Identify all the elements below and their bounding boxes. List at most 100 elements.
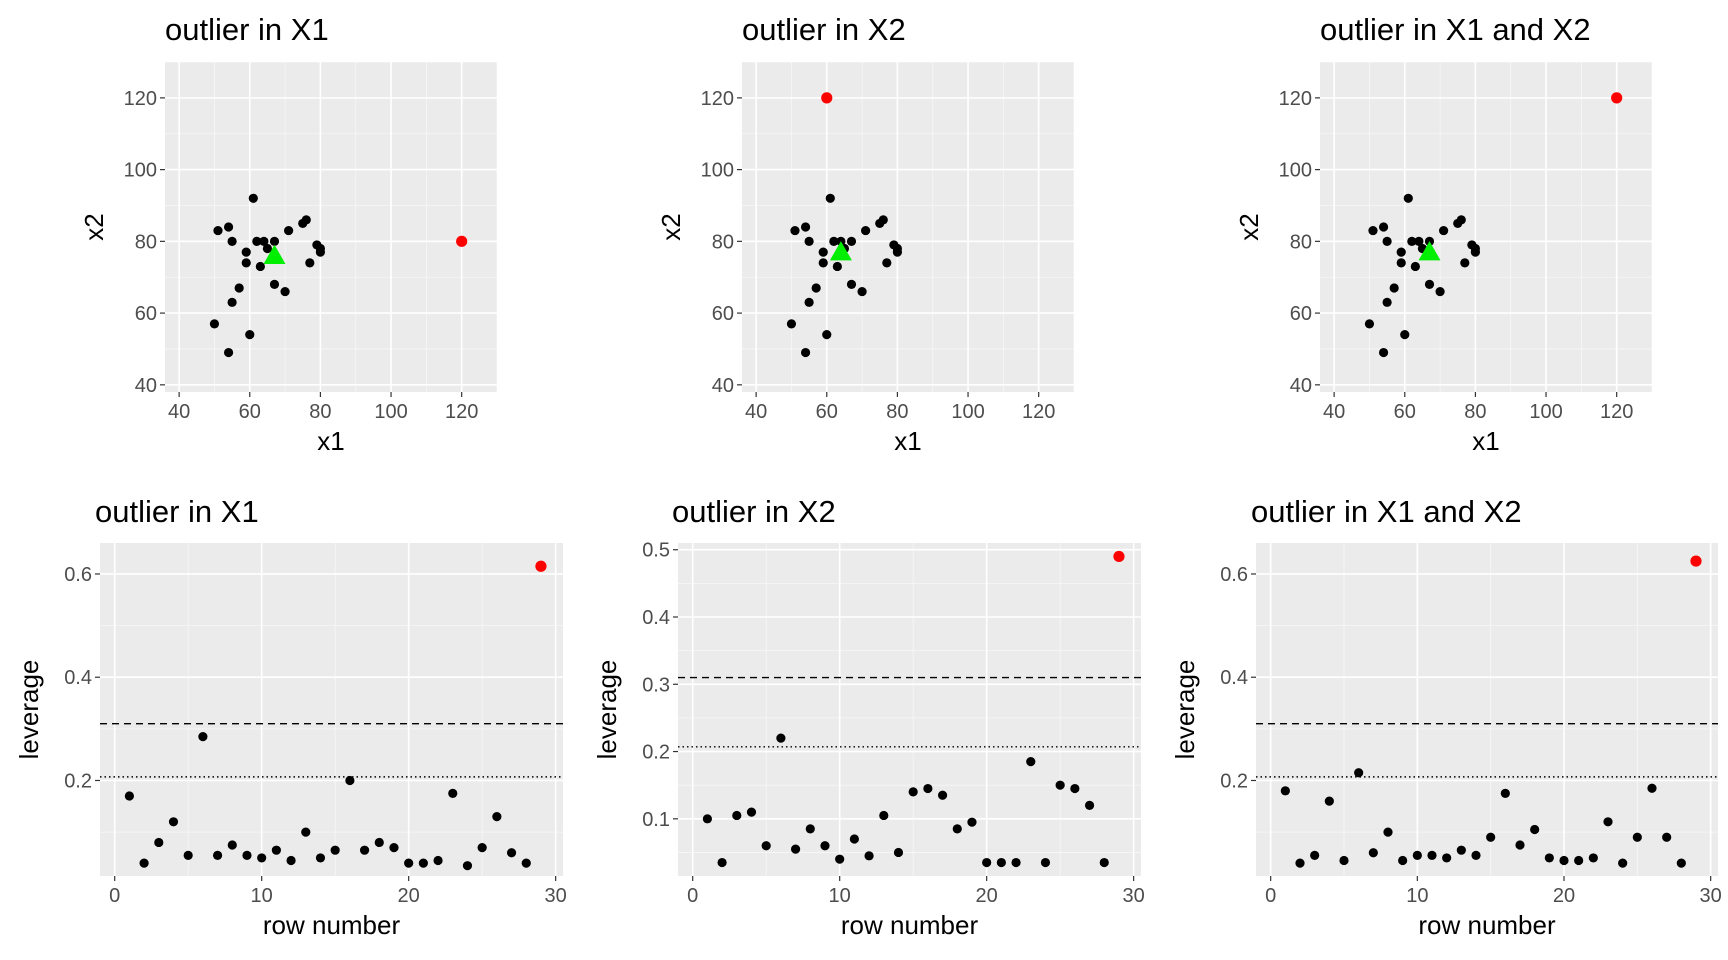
- panel-5-tick-label-x: 20: [976, 885, 998, 907]
- panel-5-tick-label-y: 0.5: [642, 540, 670, 562]
- panel-2-tick-label-y: 60: [712, 303, 734, 325]
- panel-6-data-point: [1427, 850, 1437, 860]
- panel-5-data-point: [1011, 857, 1021, 868]
- panel-4-tick-label-x: 20: [398, 885, 420, 907]
- panel-4-title: outlier in X1: [95, 494, 259, 529]
- panel-5-data-point: [923, 783, 933, 794]
- panel-1-data-point: [248, 193, 258, 203]
- panel-2-y-axis-title: x2: [656, 213, 686, 240]
- panel-5-data-point: [790, 844, 801, 854]
- panel-4-tick-label-y: 0.4: [64, 667, 92, 689]
- panel-2-data-point: [829, 236, 839, 246]
- panel-5-tick-label-x: 10: [829, 885, 851, 907]
- panel-5-data-point: [1040, 857, 1051, 868]
- panel-3-tick-label-y: 60: [1290, 303, 1312, 325]
- panel-6-data-point: [1280, 786, 1290, 796]
- panel-4-outlier-point: [535, 560, 547, 572]
- panel-1-data-point: [241, 258, 251, 268]
- panel-3-centroid-marker: [1418, 241, 1441, 261]
- panel-4-data-point: [212, 850, 223, 860]
- panel-6-data-point: [1662, 832, 1672, 842]
- panel-4-data-point: [257, 853, 267, 863]
- panel-6-data-point: [1310, 850, 1320, 860]
- panel-4-data-point: [315, 853, 326, 863]
- panel-5-data-point: [879, 810, 889, 821]
- panel-3-tick-label-x: 60: [1394, 401, 1416, 423]
- panel-6-y-axis-title: leverage: [1170, 660, 1200, 760]
- panel-5-data-point: [1084, 800, 1095, 810]
- panel-3-data-point: [1396, 247, 1406, 257]
- panel-4-data-point: [448, 788, 458, 798]
- panel-1-tick-label-x: 80: [309, 401, 331, 423]
- panel-5-data-point: [996, 857, 1006, 868]
- panel-5-tick-label-x: 0: [687, 885, 698, 907]
- panel-1-data-point: [262, 243, 273, 254]
- panel-2-tick-label-y: 40: [712, 375, 734, 397]
- panel-6-data-point: [1412, 850, 1422, 860]
- panel-6-data-point: [1486, 832, 1496, 842]
- panel-3-data-point: [1378, 222, 1389, 232]
- panel-1-tick-label-x: 60: [239, 401, 261, 423]
- panel-6-data-point: [1471, 850, 1481, 860]
- panel-3-tick-label-x: 80: [1464, 401, 1486, 423]
- panel-6-data-point: [1603, 817, 1613, 827]
- panel-2-data-point: [800, 222, 811, 232]
- panel-6-data-point: [1324, 796, 1334, 806]
- panel-1-data-point: [223, 222, 234, 232]
- panel-2-data-point: [832, 261, 842, 272]
- panel-3-data-point: [1368, 225, 1378, 236]
- panel-1-centroid-marker: [263, 244, 286, 264]
- panel-1-tick-label-y: 120: [124, 88, 157, 110]
- panel-4-data-point: [477, 843, 487, 853]
- panel-1-tick-label-x: 100: [374, 401, 407, 423]
- panel-3-tick-label-y: 40: [1290, 375, 1312, 397]
- panel-6-tick-label-y: 0.6: [1220, 564, 1248, 586]
- panel-5-data-point: [1026, 757, 1036, 767]
- panel-5-data-point: [1055, 780, 1065, 790]
- panel-3-data-point: [1382, 236, 1392, 246]
- panel-3-data-point: [1410, 261, 1420, 272]
- panel-2-data-point: [822, 330, 832, 340]
- panel-2-data-point: [818, 247, 828, 257]
- panel-3-data-point: [1389, 283, 1399, 293]
- panel-3-x-axis-title: x1: [1472, 426, 1499, 456]
- panel-5-data-point: [1099, 857, 1109, 868]
- panel-5-tick-label-x: 30: [1123, 885, 1145, 907]
- panel-6-data-point: [1559, 855, 1569, 866]
- panel-6-data-point: [1676, 858, 1686, 868]
- panel-4-background: [100, 543, 563, 876]
- panel-4-data-point: [183, 850, 193, 860]
- panel-5-data-point: [702, 814, 712, 824]
- panel-6-data-point: [1339, 855, 1349, 866]
- panel-5-data-point: [717, 857, 727, 868]
- panel-6-data-point: [1354, 768, 1364, 778]
- panel-3-data-point: [1435, 286, 1445, 297]
- panel-2-data-point: [811, 283, 821, 293]
- panel-4-data-point: [521, 858, 531, 868]
- panel-4-data-point: [374, 837, 384, 848]
- panel-4-data-point: [389, 843, 399, 853]
- panel-1-y-axis-title: x2: [79, 213, 109, 240]
- panel-5-data-point: [746, 807, 757, 817]
- panel-5-data-point: [805, 824, 815, 834]
- panel-4-data-point: [418, 858, 428, 868]
- panel-4-data-point: [124, 791, 134, 801]
- panel-5-x-axis-title: row number: [841, 910, 979, 940]
- panel-1-data-point: [284, 225, 294, 236]
- panel-6-data-point: [1442, 853, 1452, 863]
- panel-2-data-point: [804, 297, 814, 307]
- panel-6-data-point: [1295, 858, 1305, 868]
- panel-3-data-point: [1460, 258, 1470, 268]
- panel-3-tick-label-x: 100: [1529, 401, 1562, 423]
- panel-6-tick-label-y: 0.2: [1220, 770, 1248, 792]
- panel-2-data-point: [857, 286, 867, 297]
- panel-3-data-point: [1364, 319, 1375, 329]
- panel-5-tick-label-y: 0.4: [642, 607, 670, 629]
- panel-4-tick-label-x: 10: [251, 885, 273, 907]
- panel-4-tick-label-x: 30: [545, 885, 567, 907]
- panel-3-tick-label-y: 120: [1279, 88, 1312, 110]
- panel-4-tick-label-x: 0: [109, 885, 120, 907]
- panel-4-data-point: [168, 817, 179, 827]
- panel-6-x-axis-title: row number: [1418, 910, 1556, 940]
- panel-5-tick-label-y: 0.3: [642, 674, 670, 696]
